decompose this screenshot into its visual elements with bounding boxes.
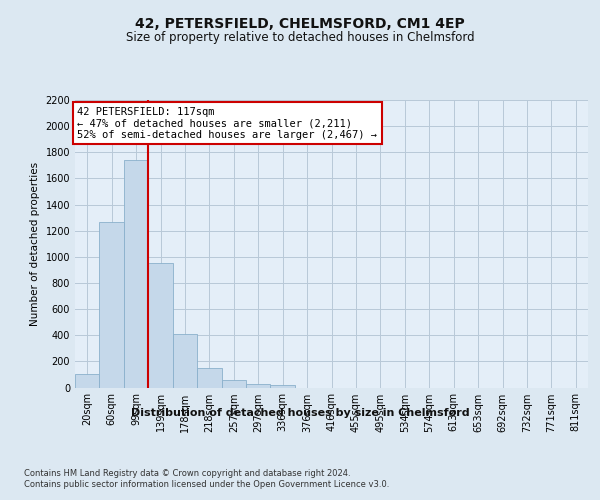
Text: Contains public sector information licensed under the Open Government Licence v3: Contains public sector information licen…	[24, 480, 389, 489]
Text: 42, PETERSFIELD, CHELMSFORD, CM1 4EP: 42, PETERSFIELD, CHELMSFORD, CM1 4EP	[135, 18, 465, 32]
Text: 42 PETERSFIELD: 117sqm
← 47% of detached houses are smaller (2,211)
52% of semi-: 42 PETERSFIELD: 117sqm ← 47% of detached…	[77, 106, 377, 140]
Text: Contains HM Land Registry data © Crown copyright and database right 2024.: Contains HM Land Registry data © Crown c…	[24, 469, 350, 478]
Y-axis label: Number of detached properties: Number of detached properties	[30, 162, 40, 326]
Bar	[100, 222, 124, 388]
Bar	[246, 384, 271, 388]
Bar	[124, 160, 148, 388]
Text: Size of property relative to detached houses in Chelmsford: Size of property relative to detached ho…	[125, 31, 475, 44]
Bar	[75, 374, 100, 388]
Bar	[173, 334, 197, 388]
Bar	[197, 368, 221, 388]
Bar	[148, 264, 173, 388]
Bar	[271, 385, 295, 388]
Text: Distribution of detached houses by size in Chelmsford: Distribution of detached houses by size …	[131, 408, 469, 418]
Bar	[221, 380, 246, 388]
